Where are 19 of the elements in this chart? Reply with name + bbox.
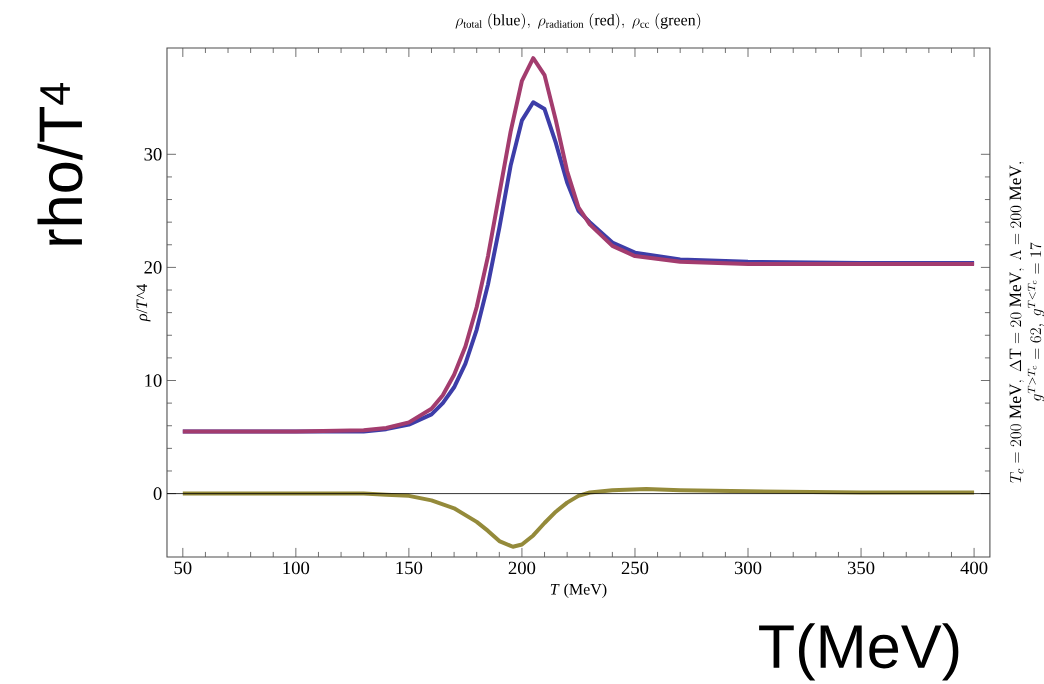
y-tick-label: 20 — [144, 261, 162, 274]
text: T(MeV) — [759, 623, 959, 681]
y-tick-label: 10 — [145, 374, 162, 387]
text: rho/T$^{4}$ — [37, 83, 83, 245]
x-tick-label: 350 — [847, 561, 875, 575]
x-tick-label: 400 — [960, 561, 988, 575]
x-tick-label: 300 — [734, 561, 762, 575]
x-tick-label: 150 — [396, 561, 423, 575]
y-axis-title: ρ/T^4 — [136, 284, 151, 322]
x-tick-label: 100 — [283, 561, 310, 575]
y-tick-label: 30 — [144, 148, 162, 161]
x-tick-label: 50 — [174, 561, 192, 575]
x-tick-label: 200 — [508, 561, 536, 575]
x-tick-label: 250 — [621, 561, 649, 575]
y-tick-label: 0 — [153, 487, 162, 500]
chart-title: $\rho_{\mathrm{total}}\ \mathrm{(blue)},\ \rho_{\mathrm{radiation}}\ \mathrm{(red)},\ \rho_{\mathrm{cc}}\ \mathrm{(green)}$ — [455, 13, 701, 30]
x-axis-title: T (MeV) — [550, 583, 607, 598]
text: $g^{T>T_c}=62,\ g^{T<T_c}=17$ — [1027, 242, 1044, 402]
text: $T_c=200\ \mathrm{MeV},\ \Delta\mathrm{T}=20\ \mathrm{MeV},\ \Lambda=200\ \mathrm{MeV},$ — [1009, 161, 1025, 483]
